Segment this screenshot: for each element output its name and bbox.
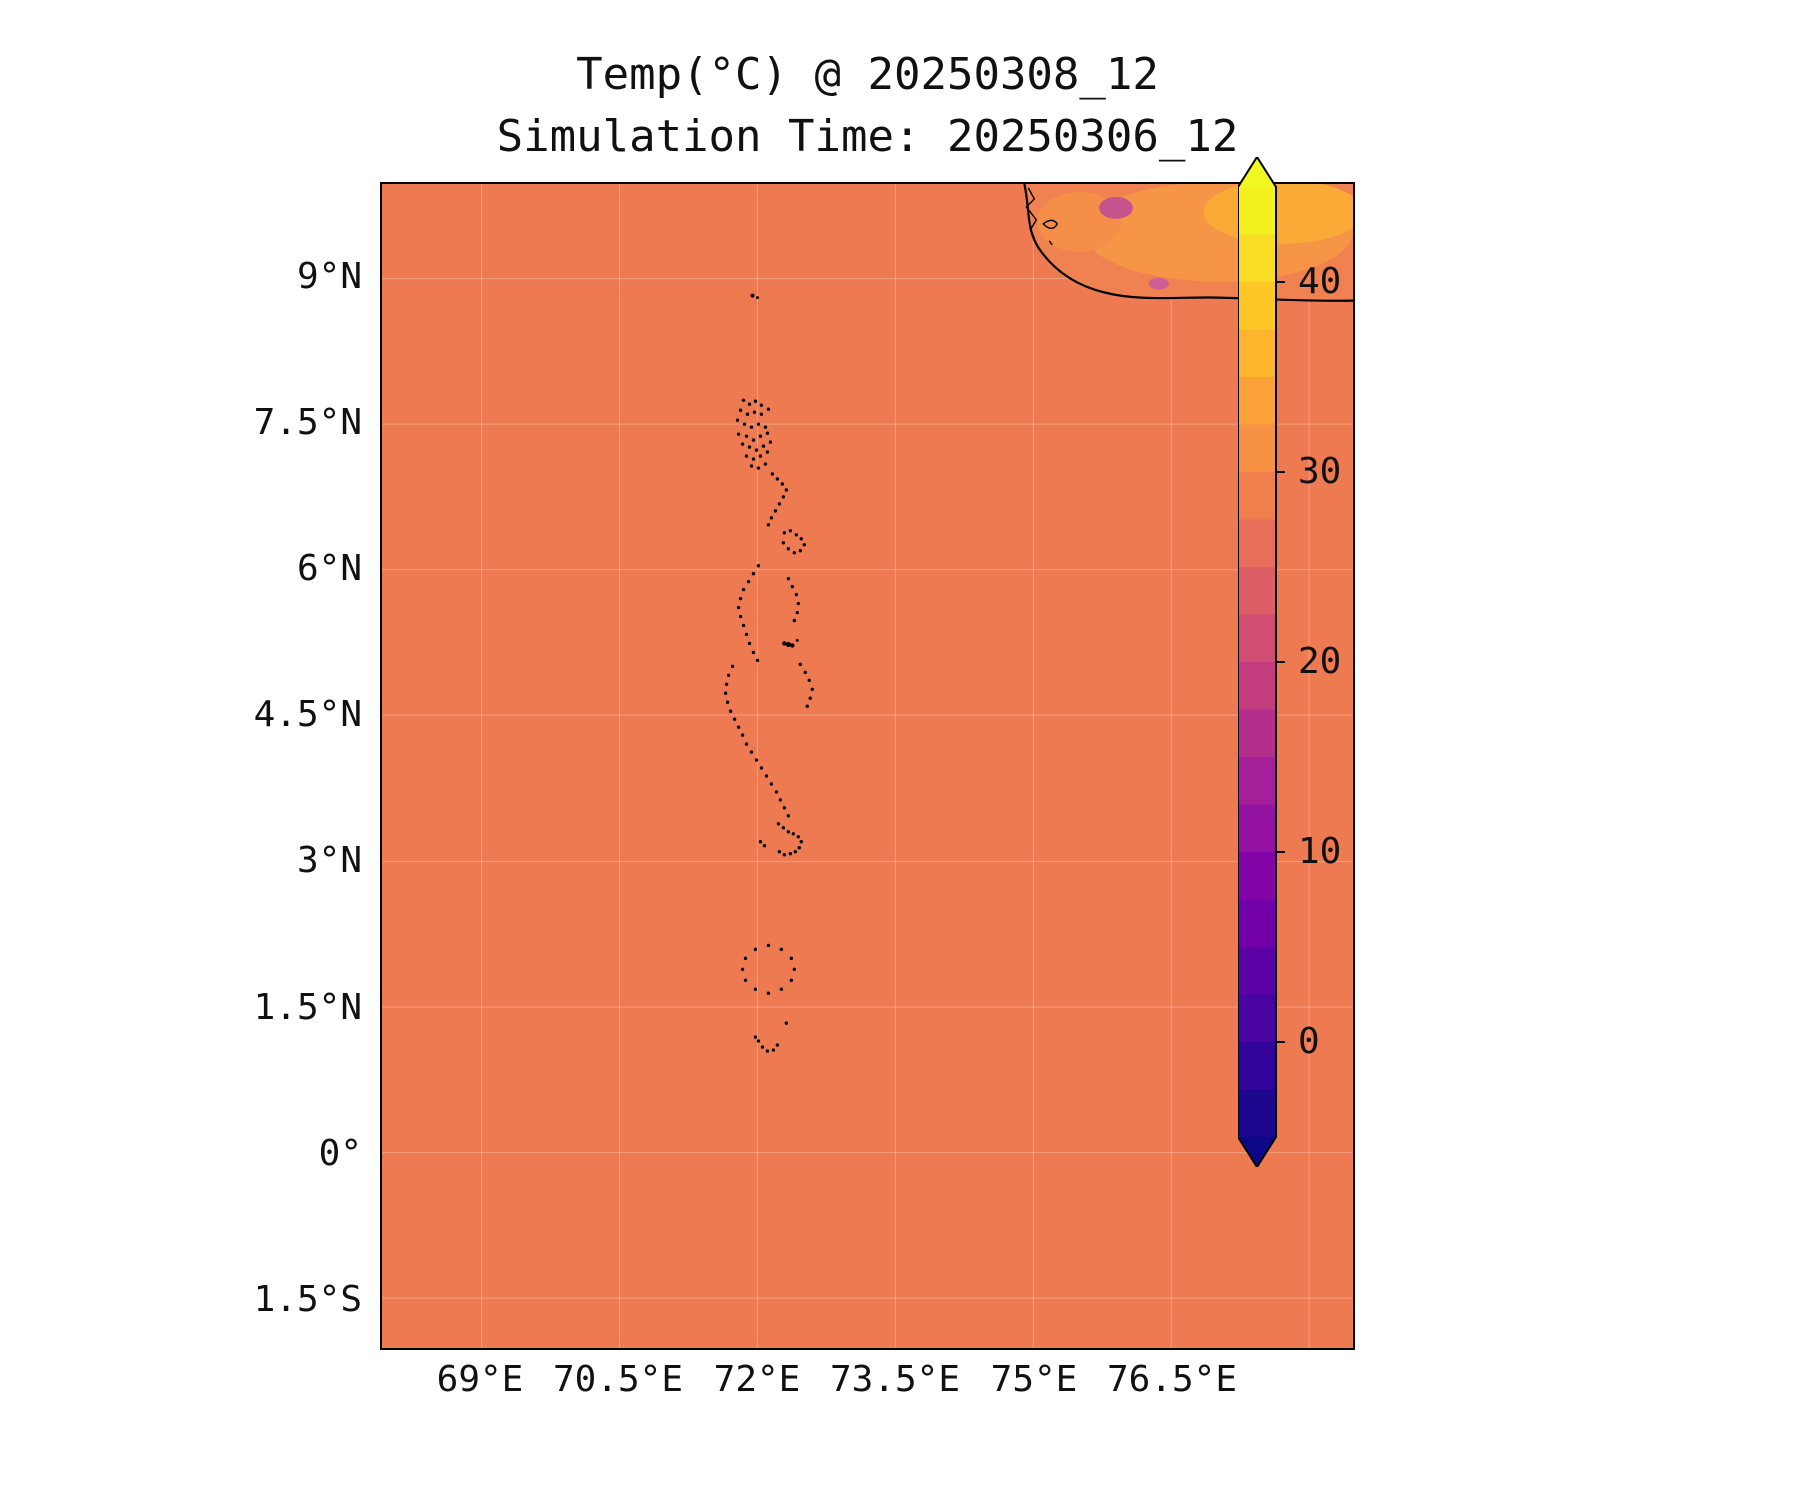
y-tick-label-1-5s: 1.5°S	[253, 1279, 362, 1320]
map-canvas	[382, 184, 1353, 1348]
y-tick-label-3n: 3°N	[296, 840, 362, 881]
plot-title-line2: Simulation Time: 20250306_12	[496, 111, 1239, 162]
colorbar-tick-label: 10	[1298, 831, 1342, 872]
plot-title: Temp(°C) @ 20250308_12 Simulation Time: …	[380, 44, 1355, 168]
colorbar-tick-label: 0	[1298, 1021, 1320, 1062]
colorbar-gradient	[1237, 155, 1285, 1169]
y-tick-label-4-5n: 4.5°N	[253, 694, 362, 735]
x-tick-label-75e: 75°E	[990, 1359, 1078, 1400]
x-tick-label-73-5e: 73.5°E	[829, 1359, 961, 1400]
colorbar-tick-label: 40	[1298, 261, 1342, 302]
y-tick-label-1-5n: 1.5°N	[253, 987, 362, 1028]
y-tick-label-9n: 9°N	[296, 256, 362, 297]
x-tick-label-70-5e: 70.5°E	[552, 1359, 684, 1400]
colorbar-tick-label: 30	[1298, 451, 1342, 492]
colorbar-tick-label: 20	[1298, 641, 1342, 682]
x-tick-label-69e: 69°E	[436, 1359, 524, 1400]
y-tick-label-6n: 6°N	[296, 548, 362, 589]
x-tick-label-72e: 72°E	[713, 1359, 801, 1400]
map-plot-area	[380, 182, 1355, 1350]
y-tick-label-7-5n: 7.5°N	[253, 402, 362, 443]
colorbar	[1237, 155, 1286, 1169]
x-tick-label-76-5e: 76.5°E	[1106, 1359, 1238, 1400]
plot-title-line1: Temp(°C) @ 20250308_12	[576, 49, 1159, 100]
y-tick-label-0: 0°	[318, 1133, 362, 1174]
